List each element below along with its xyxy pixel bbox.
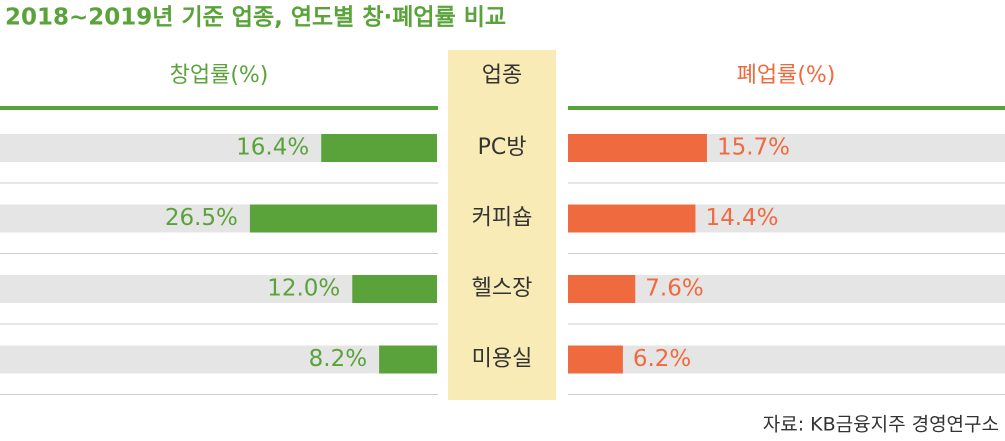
header-rule (568, 106, 1005, 110)
bar (352, 275, 437, 303)
bar (321, 134, 437, 162)
category-column (448, 50, 556, 400)
bar-track (0, 345, 437, 374)
source: 자료: KB금융지주 경영연구소 (763, 414, 999, 436)
value-label: 26.5% (165, 205, 238, 231)
category-label: 커피숍 (472, 206, 533, 231)
header-rule (0, 106, 438, 110)
chart-title: 2018~2019년 기준 업종, 연도별 창·폐업률 비교 (5, 5, 506, 31)
value-label: 16.4% (236, 135, 309, 161)
legend-entry: 창업률(%) (170, 63, 269, 88)
value-label: 14.4% (705, 205, 778, 231)
legend-entry: 폐업률(%) (737, 63, 836, 88)
bar (379, 345, 437, 374)
bar-track (568, 345, 1005, 374)
bar-track (568, 275, 1005, 303)
value-label: 6.2% (633, 346, 691, 372)
value-label: 12.0% (267, 276, 340, 302)
bar (568, 275, 636, 303)
category-label: 미용실 (472, 347, 533, 372)
category-header: 업종 (482, 63, 522, 88)
value-label: 8.2% (309, 346, 367, 372)
category-label: 헬스장 (472, 276, 533, 301)
bar (568, 204, 696, 233)
bar (568, 345, 623, 374)
bar (568, 134, 707, 162)
value-label: 7.6% (645, 276, 703, 302)
bar (249, 204, 437, 233)
category-label: PC방 (478, 135, 527, 160)
value-label: 15.7% (717, 135, 790, 161)
